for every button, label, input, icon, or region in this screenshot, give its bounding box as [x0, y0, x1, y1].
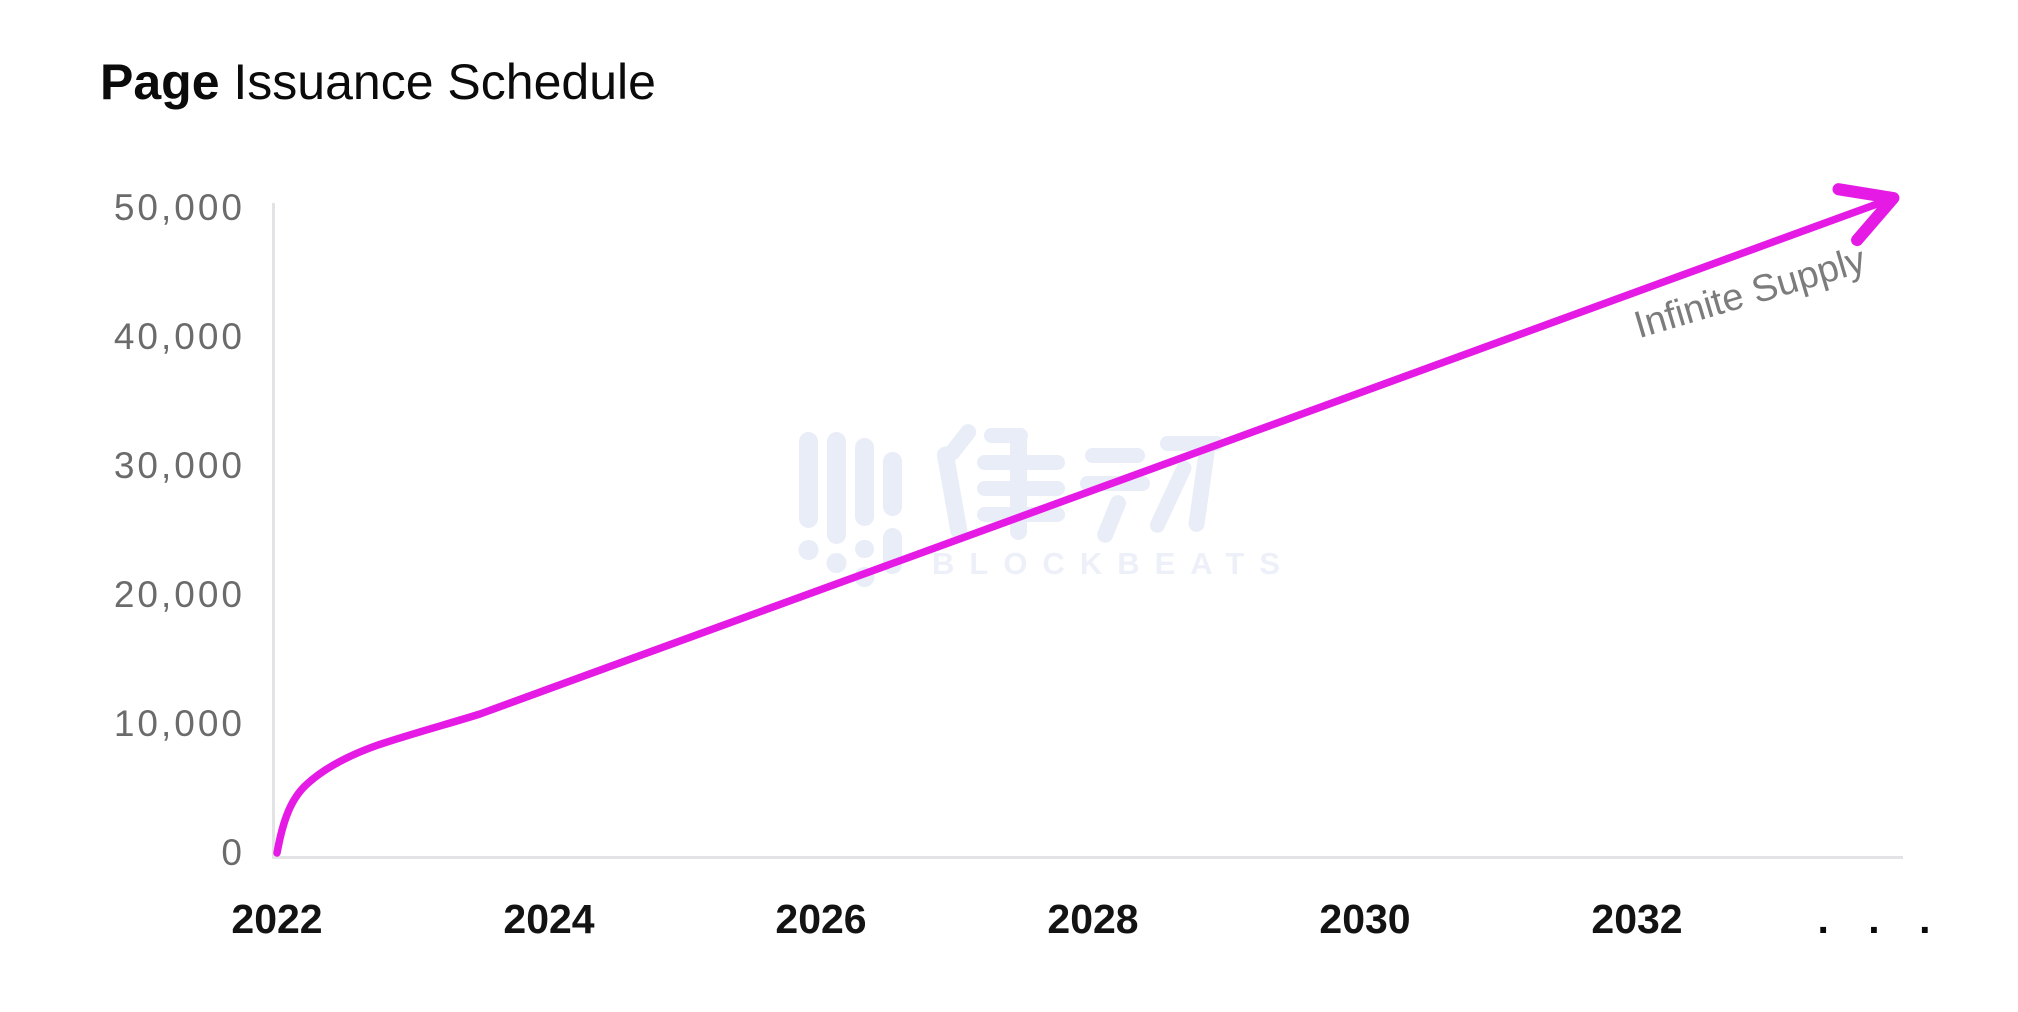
x-tick-ellipsis: . . .: [1817, 896, 1945, 942]
x-tick-2028: 2028: [1047, 896, 1139, 942]
y-tick-40000: 40,000: [113, 316, 245, 357]
title-rest: Issuance Schedule: [219, 54, 656, 110]
watermark-latin-text: BLOCKBEATS: [932, 546, 1295, 581]
y-tick-20000: 20,000: [113, 574, 245, 615]
x-tick-2030: 2030: [1319, 896, 1411, 942]
title-brand: Page: [100, 54, 220, 110]
y-tick-10000: 10,000: [113, 703, 245, 744]
x-tick-2026: 2026: [775, 896, 867, 942]
page-title: Page Issuance Schedule: [100, 52, 656, 112]
y-tick-50000: 50,000: [113, 187, 245, 228]
y-tick-0: 0: [221, 832, 245, 873]
supply-line: [273, 183, 1900, 857]
x-tick-2032: 2032: [1591, 896, 1683, 942]
infinite-supply-annotation: Infinite Supply: [1629, 238, 1871, 348]
x-tick-2022: 2022: [231, 896, 323, 942]
x-tick-2024: 2024: [503, 896, 595, 942]
y-tick-30000: 30,000: [113, 445, 245, 486]
axis-lines: [272, 203, 1903, 859]
